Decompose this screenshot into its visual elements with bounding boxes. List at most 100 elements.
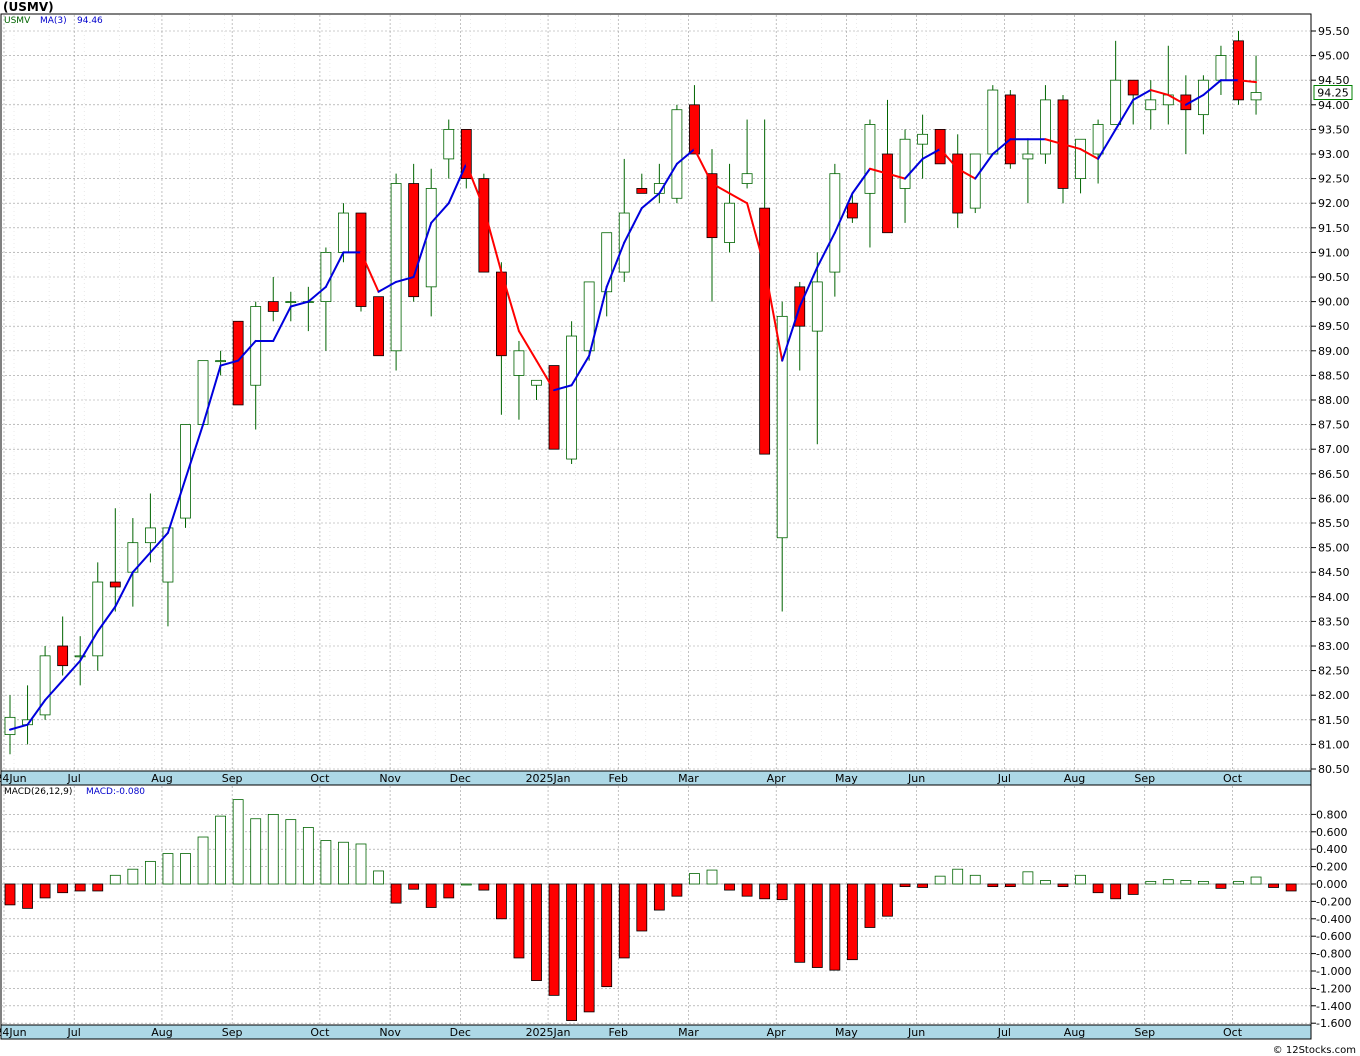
macd-y-tick-label: 0.600 [1316,826,1348,839]
ma-segment [851,167,871,195]
price-panel-frame [0,13,1312,772]
candle-up [180,424,191,519]
candle-down [267,301,279,312]
ma-segment [1167,93,1187,106]
macd-bar-negative [794,883,806,963]
candle-up [390,183,402,352]
macd-x-tick-label: Aug [151,1026,172,1039]
macd-y-tick-label: 0.400 [1316,843,1348,856]
candle-down [373,296,384,357]
macd-bar-negative [1215,883,1227,889]
ma-segment [1149,89,1170,96]
macd-x-tick-label: Dec [450,1026,471,1039]
macd-bar-positive [1075,874,1086,885]
macd-bar-positive [1180,880,1192,885]
candle-up [899,138,911,189]
candle-down [934,128,946,165]
candle-up [1215,55,1227,81]
candle-down [706,173,718,239]
macd-bar-negative [1268,883,1279,888]
candle-down [882,153,893,234]
macd-x-tick-label: Jul [67,1026,81,1039]
candle-up [39,655,51,716]
macd-bar-positive [338,841,349,885]
ma-segment [658,162,678,195]
ma-segment [482,207,503,274]
macd-bar-negative [829,883,841,971]
ma-segment [360,251,380,293]
ma-segment [500,271,520,333]
price-y-tick-label: 89.00 [1318,345,1350,358]
price-y-tick-label: 81.50 [1318,714,1350,727]
macd-bar-positive [144,860,156,885]
candle-up [1040,99,1051,155]
macd-bar-positive [320,840,332,885]
candlestick-series [4,31,1262,755]
candle-up [864,124,876,194]
ma-segment [1044,138,1064,146]
macd-bar-positive [1022,871,1034,885]
price-y-tick-label: 87.50 [1318,419,1350,432]
ma-segment [921,148,942,160]
ma-segment [1062,143,1082,151]
ma-segment [868,167,889,175]
ma-segment [781,305,801,362]
ma-segment [886,172,907,180]
macd-bar-positive [1162,879,1174,885]
macd-bar-negative [1285,883,1297,892]
candle-up [144,527,156,544]
macd-bar-positive [215,815,227,885]
candle-down [478,178,490,273]
price-y-tick-label: 82.50 [1318,665,1350,678]
macd-bar-negative [4,883,16,906]
price-y-tick-label: 85.00 [1318,542,1350,555]
price-y-tick-label: 90.50 [1318,271,1350,284]
candle-up [74,655,86,658]
ma-segment [956,167,977,180]
last-price-tag: 94.25 [1313,85,1353,100]
candle-up [811,281,823,332]
macd-y-tick-label: -0.400 [1316,913,1351,926]
ma-segment [412,221,433,278]
candle-down [952,153,964,214]
macd-bar-negative [1110,883,1122,900]
price-y-tick-label: 90.00 [1318,296,1350,309]
macd-bar-positive [285,819,297,885]
macd-x-tick-label: Jul [997,1026,1011,1039]
macd-bar-negative [478,883,490,891]
ma-segment [728,192,749,205]
macd-y-tick-label: -1.200 [1316,982,1351,995]
macd-bar-positive [1145,880,1157,885]
macd-bar-negative [671,883,683,897]
macd-bar-negative [408,883,420,890]
macd-bar-negative [74,883,86,892]
price-x-tick-label: Oct [310,772,330,785]
macd-y-tick-label: -0.600 [1316,930,1351,943]
candle-down [232,320,244,406]
price-y-tick-label: 85.50 [1318,517,1350,530]
price-y-tick-label: 83.00 [1318,640,1350,653]
candle-up [4,716,16,735]
macd-x-axis-strip [0,1024,1312,1040]
price-x-tick-label: Aug [151,772,172,785]
ma-segment [377,280,398,293]
ma-segment [9,723,29,731]
price-y-tick-label: 95.50 [1318,25,1350,38]
macd-y-tick-label: 0.200 [1316,861,1348,874]
ma-segment [96,605,117,633]
price-y-tick-label: 82.00 [1318,689,1350,702]
price-x-tick-label: Mar [678,772,699,785]
candle-down [1127,79,1139,96]
ma-segment [605,241,626,288]
ma-segment [202,364,222,426]
macd-bar-negative [776,883,788,901]
price-y-tick-label: 81.00 [1318,738,1350,751]
candle-up [338,212,349,253]
ma-segment [693,148,713,185]
macd-bar-negative [1092,883,1104,894]
candle-up [1110,79,1122,125]
ma-segment [904,157,924,180]
candle-down [109,581,121,588]
candle-down [408,183,420,298]
